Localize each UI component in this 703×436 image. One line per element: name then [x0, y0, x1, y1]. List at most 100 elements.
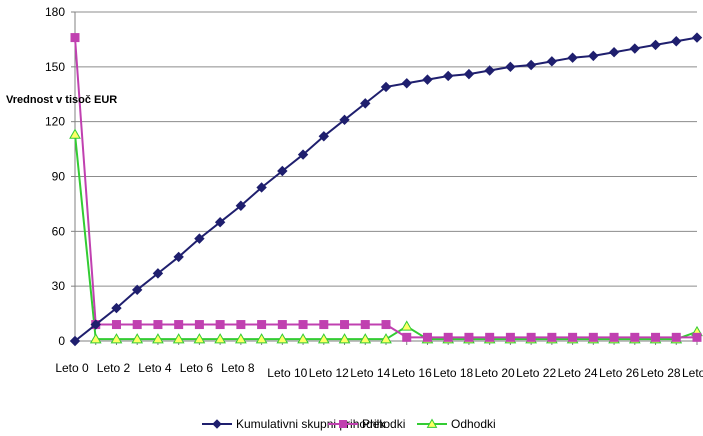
data-point [443, 332, 453, 342]
data-point [276, 333, 289, 344]
data-point [214, 216, 226, 228]
data-point [255, 333, 268, 344]
data-point [380, 333, 392, 344]
data-point [277, 165, 288, 177]
legend-item: Odhodki [417, 417, 496, 431]
data-point [442, 70, 454, 82]
data-point [360, 320, 370, 330]
data-point [568, 332, 578, 342]
gridlines [75, 11, 697, 287]
data-point [400, 320, 413, 331]
x-tick-labels: Leto 0 Leto 2 Leto 4 Leto 6 Leto 8 Leto 10 Let… [55, 361, 703, 380]
data-point [692, 332, 702, 342]
y-tick-label: 60 [52, 224, 66, 238]
data-point [609, 332, 619, 342]
data-point [338, 333, 351, 344]
data-point [235, 200, 247, 211]
data-point [629, 43, 641, 54]
data-point [152, 268, 164, 279]
data-point [671, 332, 681, 342]
data-point [194, 320, 204, 330]
x-tick-label: Leto 12 [309, 366, 349, 380]
x-tick-label: Leto 14 [350, 366, 390, 380]
data-point [319, 320, 329, 330]
data-point [422, 74, 433, 85]
data-point [651, 332, 661, 342]
data-point [339, 114, 350, 126]
legend-label: Prihodki [362, 417, 405, 431]
data-point [152, 333, 164, 344]
data-point [256, 182, 267, 193]
data-point [340, 320, 350, 330]
data-point [588, 332, 598, 342]
legend-item: Prihodki [328, 417, 405, 431]
data-point [214, 333, 226, 344]
y-axis-label: Vrednost v tisoč EUR [6, 94, 117, 106]
legend-label: Kumulativni skupni prihodek [236, 417, 386, 431]
data-point [69, 128, 81, 139]
data-point [277, 320, 287, 330]
y-tick-label: 120 [45, 115, 65, 129]
series-prihodki [70, 33, 702, 342]
data-point [650, 39, 661, 51]
y-tick-label: 150 [45, 60, 65, 74]
data-point [69, 335, 81, 347]
x-tick-label: Leto 8 [221, 361, 255, 375]
x-tick-label: Leto 0 [55, 361, 89, 375]
data-point [111, 302, 122, 314]
data-point [691, 32, 703, 43]
data-point [132, 320, 142, 330]
data-point [484, 65, 495, 76]
axes [71, 11, 698, 345]
data-point [630, 332, 640, 342]
legend-label: Odhodki [451, 417, 496, 431]
data-point [257, 320, 267, 330]
data-point [464, 332, 474, 342]
series-kumulativni-skupni-prihodek [69, 32, 703, 347]
data-point [608, 47, 620, 58]
x-tick-label: Leto 16 [392, 366, 432, 380]
series-odhodki [69, 128, 703, 344]
data-point [131, 284, 143, 296]
data-point [194, 233, 205, 244]
data-point [588, 50, 599, 62]
data-point [360, 98, 371, 109]
data-point [215, 320, 225, 330]
series [69, 32, 703, 347]
data-point [505, 332, 515, 342]
x-tick-label: Leto 26 [599, 366, 639, 380]
x-tick-label: Leto 24 [558, 366, 598, 380]
data-point [525, 59, 537, 71]
x-tick-label: Leto 10 [267, 366, 307, 380]
data-point [172, 333, 185, 344]
legend-marker [426, 418, 438, 428]
y-tick-labels: 0 30 60 90 120 150 180 [45, 5, 65, 348]
data-point [567, 52, 578, 63]
data-point [90, 319, 101, 330]
x-tick-label: Leto 22 [516, 366, 556, 380]
data-point [236, 320, 246, 330]
data-point [193, 333, 206, 344]
data-point [422, 332, 432, 342]
legend-marker [212, 419, 222, 429]
data-point [318, 131, 330, 142]
data-point [89, 333, 102, 344]
data-point [297, 149, 309, 160]
data-point [298, 320, 308, 330]
series-line [74, 134, 698, 341]
x-tick-label: Leto 4 [138, 361, 172, 375]
data-point [463, 68, 475, 80]
x-tick-label: Leto 20 [475, 366, 515, 380]
data-point [110, 333, 123, 344]
data-point [70, 33, 80, 43]
x-tick-label: Leto 30 [682, 366, 703, 380]
x-tick-label: Leto 2 [97, 361, 131, 375]
y-tick-label: 0 [58, 334, 65, 348]
data-point [359, 333, 372, 344]
y-tick-label: 30 [52, 279, 66, 293]
data-point [235, 333, 247, 344]
data-point [380, 81, 392, 93]
data-point [173, 251, 184, 263]
